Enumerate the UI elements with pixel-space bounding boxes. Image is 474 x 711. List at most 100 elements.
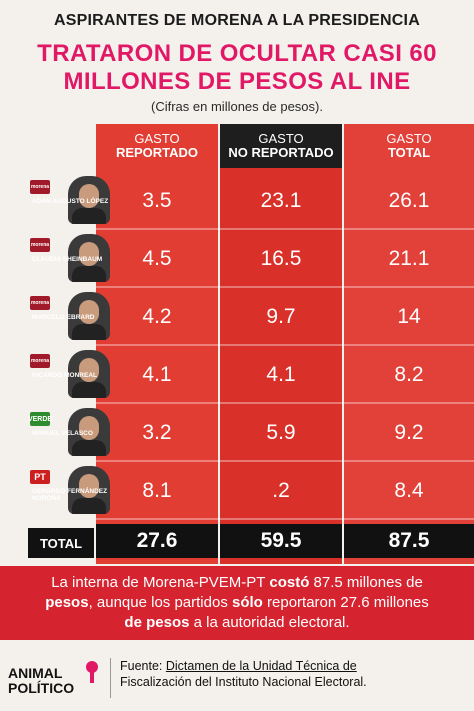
summary-line-2: pesos, aunque los partidos sólo reportar… — [0, 593, 474, 613]
candidate-name: GERARDO FERNÁNDEZ NOROÑA — [32, 488, 108, 503]
value-no-reportado: 4.1 — [266, 363, 296, 386]
value-reportado: 3.2 — [142, 421, 172, 444]
total-total: 87.5 — [344, 524, 474, 558]
value-reportado: 4.1 — [142, 363, 172, 386]
kicker: ASPIRANTES DE MORENA A LA PRESIDENCIA — [54, 12, 420, 29]
row-separator — [96, 402, 474, 404]
value-no-reportado: 23.1 — [260, 189, 302, 212]
source-line-2: Fiscalización del Instituto Nacional Ele… — [120, 675, 367, 689]
party-logo-icon: morena — [30, 354, 50, 368]
brand-mark-icon — [86, 661, 98, 683]
summary-bold-3: sólo — [232, 594, 263, 611]
header: ASPIRANTES DE MORENA A LA PRESIDENCIA TR… — [0, 0, 474, 120]
candidate-photo — [68, 466, 110, 514]
source-line-1: Fuente: Dictamen de la Unidad Técnica de — [120, 658, 470, 674]
header-no-reportado: GASTO NO REPORTADO — [220, 124, 342, 168]
row-separator — [96, 344, 474, 346]
total-reportado: 27.6 — [96, 524, 218, 558]
candidate-info: VERDE — [28, 408, 112, 458]
party-logo-icon: morena — [30, 238, 50, 252]
brand-logo: ANIMAL POLÍTICO — [8, 666, 74, 696]
candidate-name: CLAUDIA SHEINBAUM — [32, 256, 103, 263]
candidate-info: PT — [30, 466, 112, 516]
header-reportado-top: GASTO — [134, 130, 180, 146]
candidate-row: morena RICARDO MONREAL 4.1 4.1 8.2 — [0, 346, 474, 404]
party-logo-icon: VERDE — [28, 412, 52, 426]
column-total-bg — [344, 124, 474, 564]
value-reportado: 4.5 — [142, 247, 172, 270]
row-separator — [96, 518, 474, 520]
candidate-row: morena MARCELO EBRARD 4.2 9.7 14 — [0, 288, 474, 346]
source-link[interactable]: Dictamen de la Unidad Técnica de — [165, 659, 357, 673]
source-prefix: Fuente: — [120, 659, 166, 673]
summary-text-1: La interna de Morena-PVEM-PT — [51, 574, 270, 591]
row-separator — [96, 286, 474, 288]
candidate-row: morena CLAUDIA SHEINBAUM 4.5 16.5 21.1 — [0, 230, 474, 288]
header-reportado-bottom: REPORTADO — [115, 145, 199, 160]
column-no-reportado-bg — [220, 124, 342, 564]
summary-box: La interna de Morena-PVEM-PT costó 87.5 … — [0, 566, 474, 640]
candidate-photo — [68, 234, 110, 282]
brand-line-2: POLÍTICO — [8, 680, 75, 696]
spending-table: GASTO REPORTADO GASTO NO REPORTADO GASTO… — [0, 124, 474, 564]
candidate-info: morena — [30, 176, 112, 226]
value-no-reportado: .2 — [272, 479, 290, 502]
candidate-name: MARCELO EBRARD — [32, 314, 95, 321]
summary-bold-1: costó — [269, 574, 310, 591]
value-reportado: 8.1 — [142, 479, 172, 502]
value-no-reportado: 5.9 — [266, 421, 296, 444]
summary-line-3: de pesos a la autoridad electoral. — [0, 613, 474, 633]
value-reportado: 3.5 — [142, 189, 172, 212]
summary-bold-4: de pesos — [124, 614, 190, 631]
candidate-name: ADÁN AUGUSTO LÓPEZ — [32, 198, 109, 205]
value-total: 8.4 — [394, 479, 424, 502]
header-total-top: GASTO — [386, 130, 432, 146]
summary-text-3: , aunque los partidos — [88, 594, 232, 611]
party-logo-icon: PT — [30, 470, 50, 484]
header-total: GASTO TOTAL — [344, 124, 474, 168]
row-separator — [96, 228, 474, 230]
value-total: 14 — [397, 305, 421, 328]
units-note: (Cifras en millones de pesos). — [151, 99, 323, 114]
value-total: 8.2 — [394, 363, 424, 386]
header-no-reportado-top: GASTO — [258, 130, 304, 146]
value-total: 26.1 — [388, 189, 430, 212]
candidate-photo — [68, 292, 110, 340]
totals-label: TOTAL — [28, 528, 94, 558]
party-logo-icon: morena — [30, 296, 50, 310]
value-no-reportado: 16.5 — [260, 247, 302, 270]
candidate-name: RICARDO MONREAL — [32, 372, 97, 379]
summary-text-5: a la autoridad electoral. — [189, 614, 350, 631]
headline-line-1: TRATARON DE OCULTAR CASI 60 — [37, 40, 437, 67]
value-no-reportado: 9.7 — [266, 305, 296, 328]
brand-line-1: ANIMAL — [8, 665, 63, 681]
value-total: 21.1 — [388, 247, 430, 270]
footer-divider — [110, 658, 111, 698]
candidate-info: morena — [30, 292, 112, 342]
summary-bold-2: pesos — [45, 594, 89, 611]
header-reportado: GASTO REPORTADO — [96, 124, 218, 168]
candidate-info: morena — [30, 350, 112, 400]
summary-text-4: reportaron 27.6 millones — [262, 594, 429, 611]
header-total-bottom: TOTAL — [387, 145, 431, 160]
candidate-row: morena ADÁN AUGUSTO LÓPEZ 3.5 23.1 26.1 — [0, 172, 474, 230]
value-reportado: 4.2 — [142, 305, 172, 328]
candidate-row: VERDE MANUEL VELASCO 3.2 5.9 9.2 — [0, 404, 474, 462]
source-credit: Fuente: Dictamen de la Unidad Técnica de… — [120, 658, 470, 690]
row-separator — [96, 460, 474, 462]
column-reportado-bg — [96, 124, 218, 564]
candidate-row: PT GERARDO FERNÁNDEZ NOROÑA 8.1 .2 8.4 — [0, 462, 474, 520]
total-no-reportado: 59.5 — [220, 524, 342, 558]
headline-line-2: MILLONES DE PESOS AL INE — [63, 68, 411, 95]
value-total: 9.2 — [394, 421, 424, 444]
candidate-photo — [68, 176, 110, 224]
header-no-reportado-bottom: NO REPORTADO — [228, 145, 334, 160]
candidate-name: MANUEL VELASCO — [32, 430, 93, 437]
summary-text-2: 87.5 millones de — [309, 574, 423, 591]
candidate-photo — [68, 408, 110, 456]
candidate-photo — [68, 350, 110, 398]
footer: ANIMAL POLÍTICO Fuente: Dictamen de la U… — [0, 644, 474, 711]
candidate-info: morena — [30, 234, 112, 284]
party-logo-icon: morena — [30, 180, 50, 194]
